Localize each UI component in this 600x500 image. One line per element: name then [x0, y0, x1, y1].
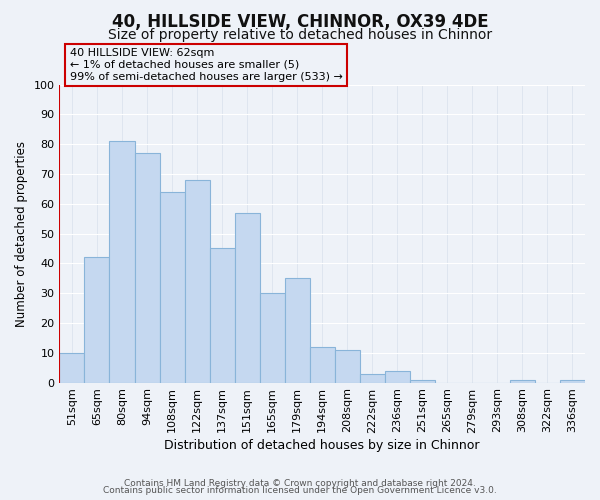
Text: Size of property relative to detached houses in Chinnor: Size of property relative to detached ho…: [108, 28, 492, 42]
Bar: [310, 347, 335, 382]
Text: Contains public sector information licensed under the Open Government Licence v3: Contains public sector information licen…: [103, 486, 497, 495]
Bar: [360, 374, 385, 382]
Bar: [185, 180, 209, 382]
Bar: [335, 350, 360, 382]
Bar: [560, 380, 585, 382]
Bar: [510, 380, 535, 382]
Bar: [410, 380, 435, 382]
Bar: [85, 258, 109, 382]
Bar: [59, 353, 85, 382]
Bar: [385, 370, 410, 382]
Text: 40 HILLSIDE VIEW: 62sqm
← 1% of detached houses are smaller (5)
99% of semi-deta: 40 HILLSIDE VIEW: 62sqm ← 1% of detached…: [70, 48, 343, 82]
Bar: [209, 248, 235, 382]
Bar: [134, 153, 160, 382]
X-axis label: Distribution of detached houses by size in Chinnor: Distribution of detached houses by size …: [164, 440, 480, 452]
Text: Contains HM Land Registry data © Crown copyright and database right 2024.: Contains HM Land Registry data © Crown c…: [124, 478, 476, 488]
Bar: [284, 278, 310, 382]
Bar: [260, 293, 284, 382]
Bar: [109, 141, 134, 382]
Bar: [160, 192, 185, 382]
Y-axis label: Number of detached properties: Number of detached properties: [15, 140, 28, 326]
Text: 40, HILLSIDE VIEW, CHINNOR, OX39 4DE: 40, HILLSIDE VIEW, CHINNOR, OX39 4DE: [112, 12, 488, 30]
Bar: [235, 212, 260, 382]
